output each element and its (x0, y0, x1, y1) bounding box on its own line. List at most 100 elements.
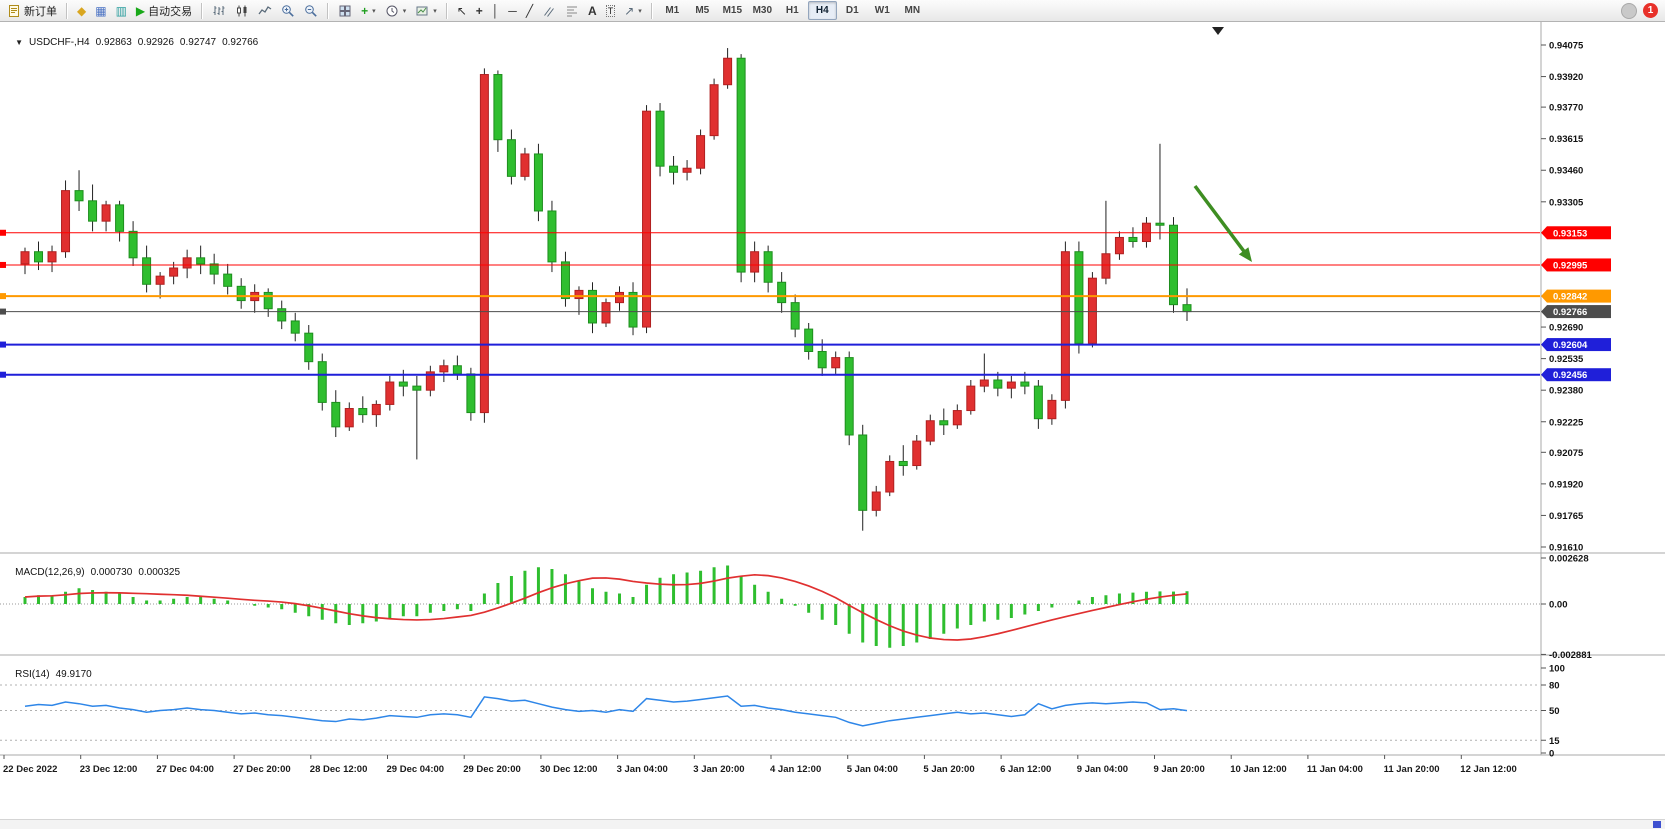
timeframe-button-w1[interactable]: W1 (874, 5, 890, 16)
zoom-out-button[interactable] (300, 0, 322, 21)
autotrading-button[interactable]: ▶ 自动交易 (132, 0, 196, 21)
candle-body (993, 379, 1003, 389)
candle-body (560, 261, 570, 300)
timeframe-button-m1[interactable]: M1 (665, 5, 680, 16)
horizontal-line-object[interactable]: 0.92766 (0, 305, 1611, 319)
candle-body (34, 251, 44, 263)
timeframe-button-h4[interactable]: H4 (807, 1, 837, 20)
notification-badge[interactable]: 1 (1643, 3, 1658, 18)
time-label: 9 Jan 20:00 (1154, 764, 1205, 775)
horizontal-scrollbar[interactable] (0, 819, 1665, 829)
macd-signal-line (24, 573, 1188, 641)
bar-chart-button[interactable] (208, 0, 230, 21)
horizontal-line-object[interactable]: 0.92604 (0, 338, 1611, 352)
time-label: 27 Dec 04:00 (156, 764, 214, 775)
line-chart-button[interactable] (254, 0, 276, 21)
tile-windows-button[interactable] (334, 0, 356, 21)
horizontal-line-object[interactable]: 0.92456 (0, 368, 1611, 382)
vertical-line-tool-button[interactable]: │ (488, 0, 504, 21)
time-label: 29 Dec 20:00 (463, 764, 521, 775)
templates-button[interactable]: ▾ (411, 0, 441, 21)
navigator-button[interactable]: ▥ (112, 0, 131, 21)
arrow-object[interactable] (1193, 184, 1252, 262)
market-watch-button[interactable]: ▦ (91, 0, 110, 21)
candle-body (898, 460, 908, 467)
timeframe-button-m15[interactable]: M15 (722, 5, 743, 16)
candle (885, 455, 895, 497)
line-left-notch (0, 261, 6, 268)
text-tool-button[interactable]: A (584, 0, 601, 21)
time-label: 11 Jan 20:00 (1384, 764, 1440, 775)
timeframe-button-mn[interactable]: MN (904, 5, 921, 16)
price-tag-label: 0.92842 (1553, 292, 1587, 303)
candle-body (1020, 381, 1030, 387)
status-icon[interactable] (1621, 2, 1637, 19)
new-order-button[interactable]: 新订单 (3, 0, 61, 21)
candle-body (277, 308, 287, 322)
chart-profile-button[interactable]: ◆ (73, 0, 90, 21)
price-tag (1547, 305, 1611, 319)
horizontal-line-object[interactable]: 0.92842 (0, 289, 1611, 303)
price-tick-label: 0.92225 (1549, 417, 1584, 428)
clock-icon (386, 5, 398, 16)
price-tag-label: 0.93153 (1553, 228, 1587, 239)
horizontal-line-object[interactable]: 0.93153 (0, 226, 1611, 240)
time-label: 30 Dec 12:00 (540, 764, 598, 775)
candle-body (1006, 381, 1016, 389)
candle (290, 312, 300, 342)
timeframe-button-h1[interactable]: H1 (785, 5, 799, 16)
crosshair-tool-button[interactable]: + (472, 0, 487, 21)
one-click-trading-toggle[interactable]: ▼ (15, 38, 24, 47)
chart-frame (0, 22, 1665, 756)
timeframe-button-d1[interactable]: D1 (845, 5, 859, 16)
arrow-shaft[interactable] (1193, 184, 1250, 259)
periods-button[interactable]: ▾ (381, 0, 411, 21)
add-indicator-button[interactable]: + ▾ (357, 0, 380, 21)
candle (358, 396, 368, 423)
candle-body (20, 251, 30, 265)
candlestick-chart-button[interactable] (231, 0, 253, 21)
time-scale[interactable]: 22 Dec 2022 23 Dec 12:00 27 Dec 04:00 27 De… (3, 755, 1517, 775)
candle (466, 367, 476, 421)
candle-body (344, 408, 354, 428)
trendline-tool-button[interactable]: ╱ (522, 0, 537, 21)
timeframe-button-m30[interactable]: M30 (752, 5, 773, 16)
candle-body (858, 434, 868, 511)
candle-body (1047, 399, 1057, 420)
cursor-tool-button[interactable]: ↖ (453, 0, 471, 21)
candle-body (1060, 251, 1070, 401)
time-label: 10 Jan 12:00 (1230, 764, 1287, 775)
scrollbar-thumb[interactable] (1653, 821, 1661, 828)
arrows-tool-button[interactable]: ↗ ▾ (620, 0, 646, 21)
fibonacci-tool-button[interactable] (561, 0, 583, 21)
price-tag (1547, 368, 1611, 382)
candle-body (223, 273, 233, 287)
candle-body (952, 410, 962, 426)
dropdown-caret-icon: ▾ (372, 7, 376, 15)
price-tag-label: 0.92604 (1553, 340, 1588, 351)
price-tag-arrow (1541, 368, 1547, 382)
candle-body (682, 167, 692, 173)
ohlc-low: 0.92747 (179, 37, 217, 48)
bar-chart-icon (213, 5, 225, 15)
price-scale[interactable]: 0.94075 0.93920 0.93770 0.93615 0.93460 0.933… (1541, 41, 1584, 554)
zoom-in-button[interactable] (277, 0, 299, 21)
line-left-notch (0, 371, 6, 378)
candle (1060, 241, 1070, 409)
candle (479, 68, 489, 423)
chart-canvas[interactable]: 0.94075 0.93920 0.93770 0.93615 0.93460 0.933… (0, 22, 1665, 829)
candle-body (155, 275, 165, 285)
dropdown-caret-icon: ▾ (402, 7, 407, 15)
horizontal-line-tool-button[interactable]: ─ (504, 0, 521, 21)
candle-body (317, 361, 327, 403)
candle (898, 445, 908, 476)
price-tick-label: 0.93920 (1549, 72, 1583, 83)
label-tool-button[interactable]: T (602, 0, 620, 21)
horizontal-line-object[interactable]: 0.92995 (0, 258, 1611, 272)
candle-body (655, 110, 665, 167)
channel-tool-button[interactable] (538, 0, 560, 21)
timeframe-button-m5[interactable]: M5 (695, 5, 710, 16)
candle-body (939, 420, 949, 426)
price-tag (1547, 338, 1611, 352)
candle-body (1087, 277, 1097, 344)
